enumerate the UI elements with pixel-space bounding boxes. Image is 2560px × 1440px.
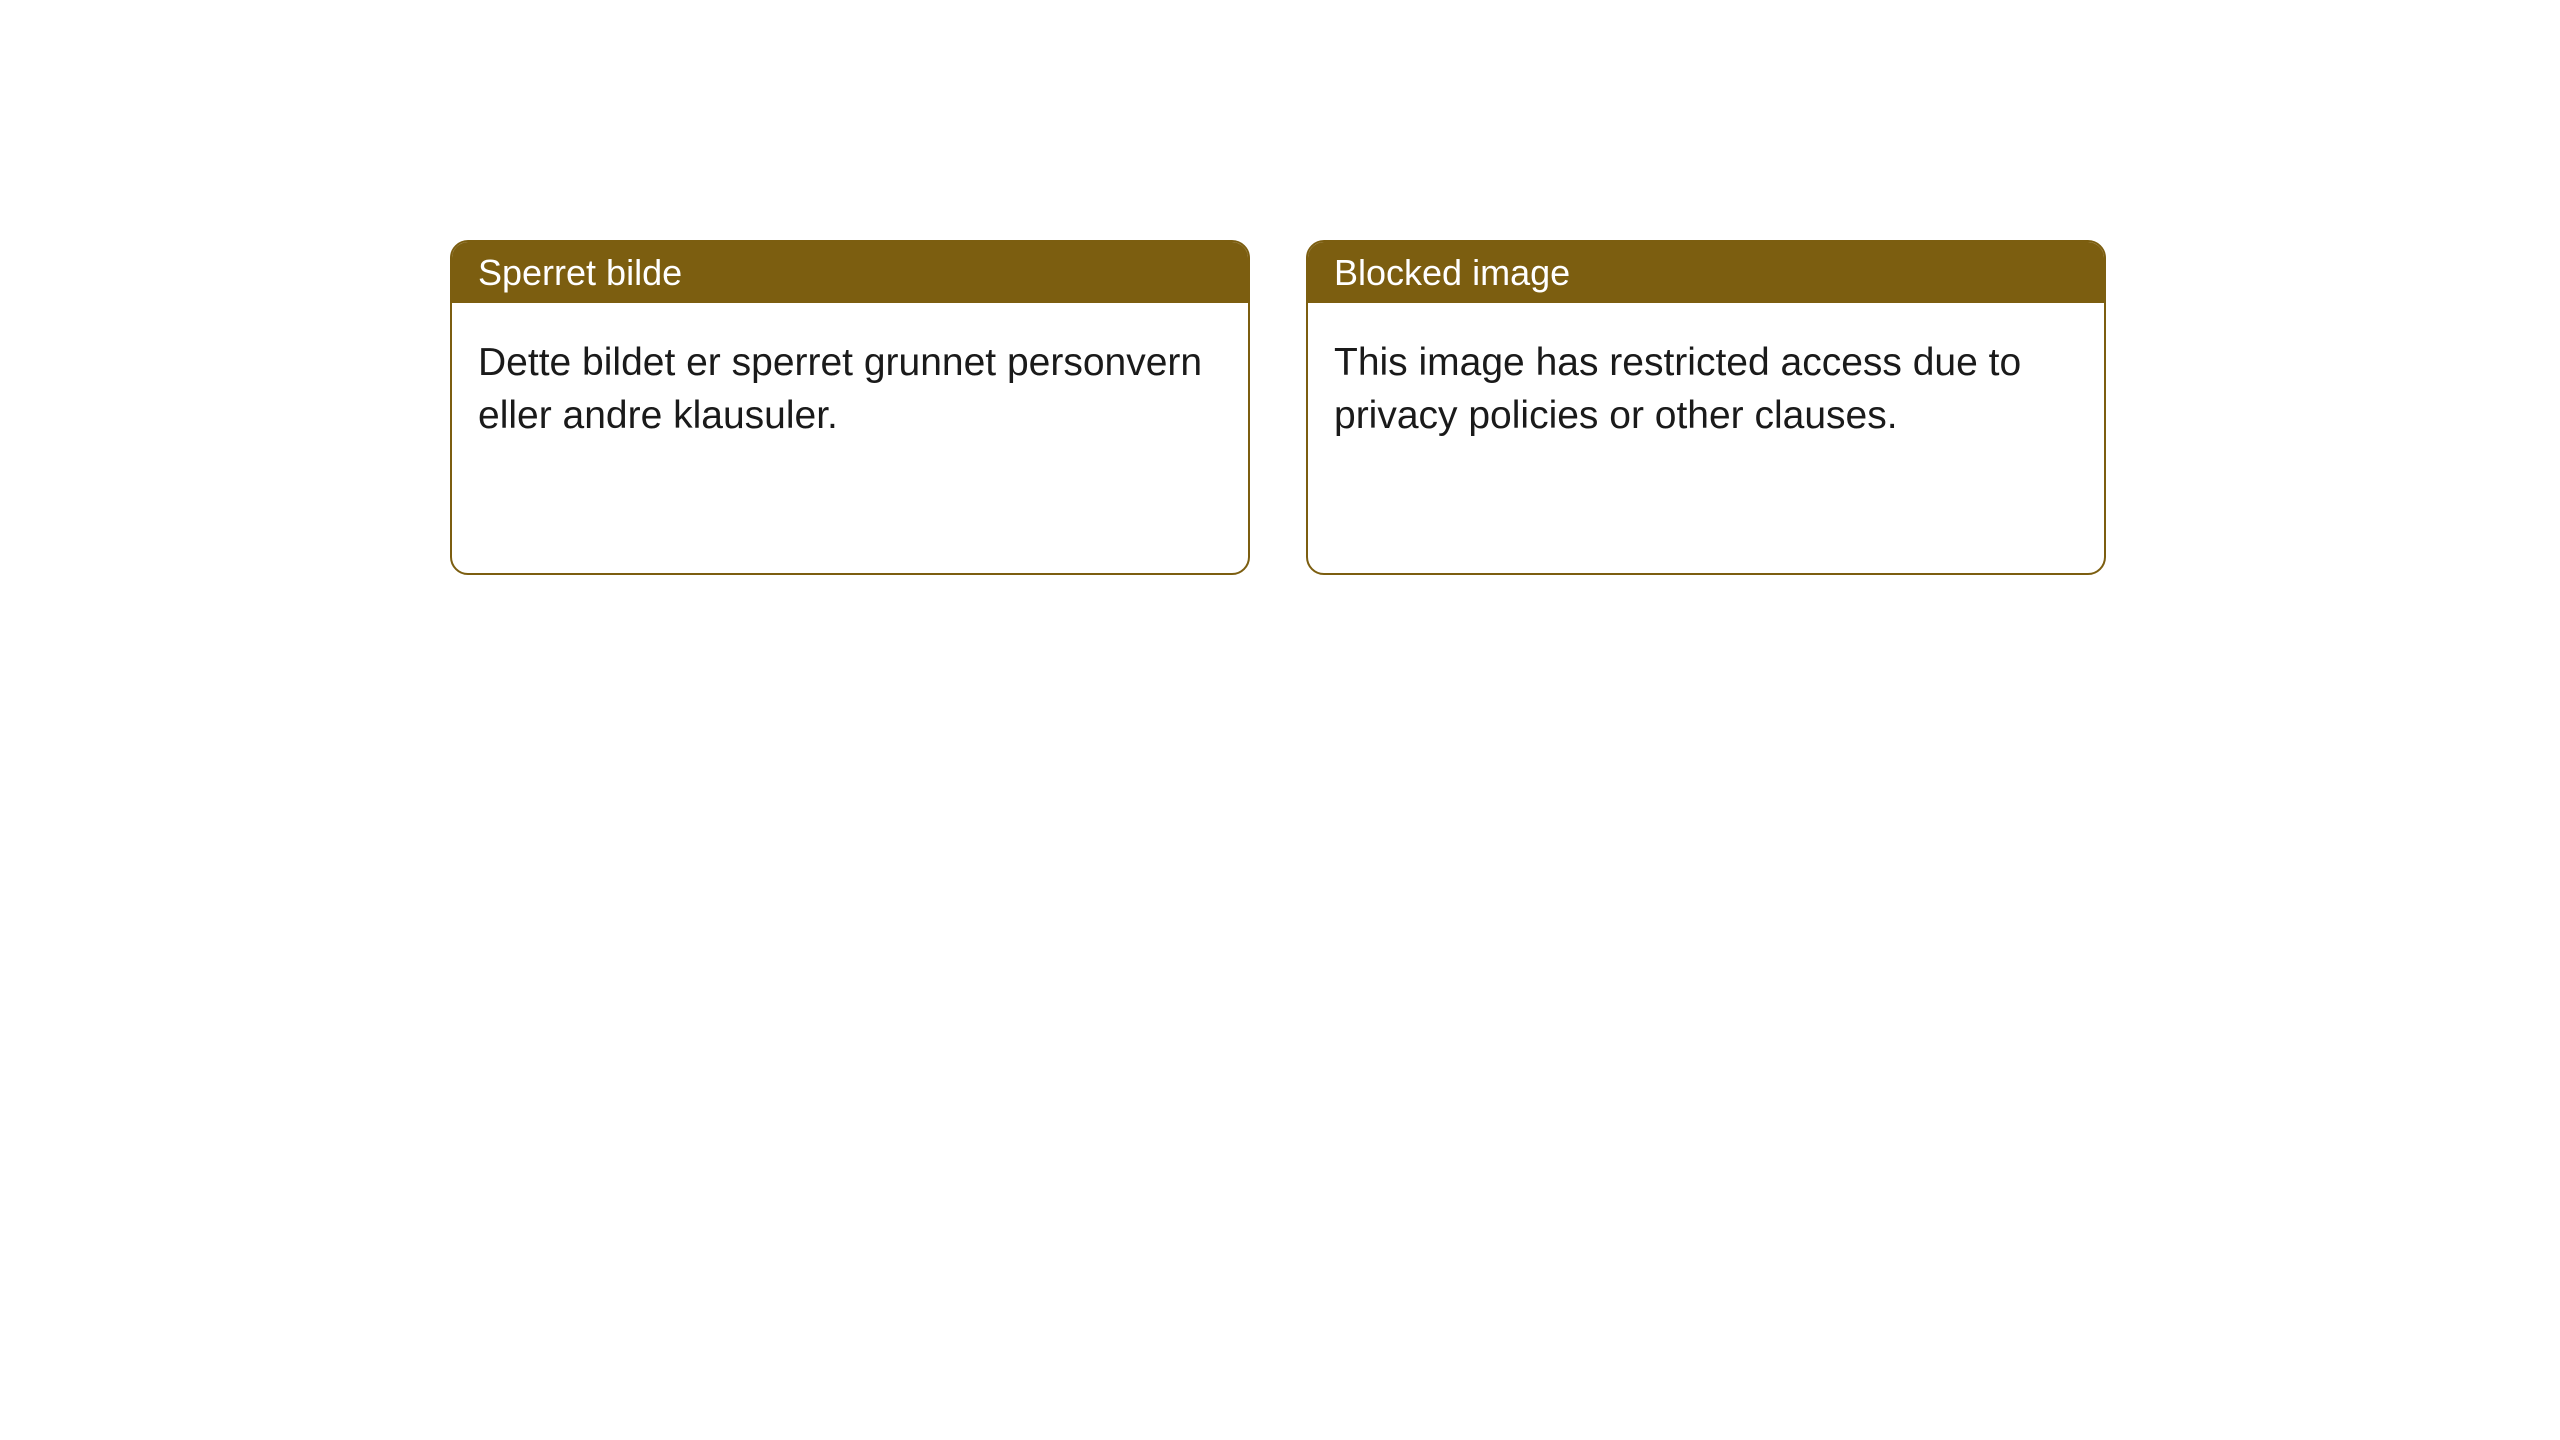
notice-card-norwegian: Sperret bilde Dette bildet er sperret gr… (450, 240, 1250, 575)
notice-body: Dette bildet er sperret grunnet personve… (452, 303, 1248, 476)
notice-container: Sperret bilde Dette bildet er sperret gr… (0, 0, 2560, 575)
notice-card-english: Blocked image This image has restricted … (1306, 240, 2106, 575)
notice-title: Sperret bilde (452, 242, 1248, 303)
notice-title: Blocked image (1308, 242, 2104, 303)
notice-body: This image has restricted access due to … (1308, 303, 2104, 476)
